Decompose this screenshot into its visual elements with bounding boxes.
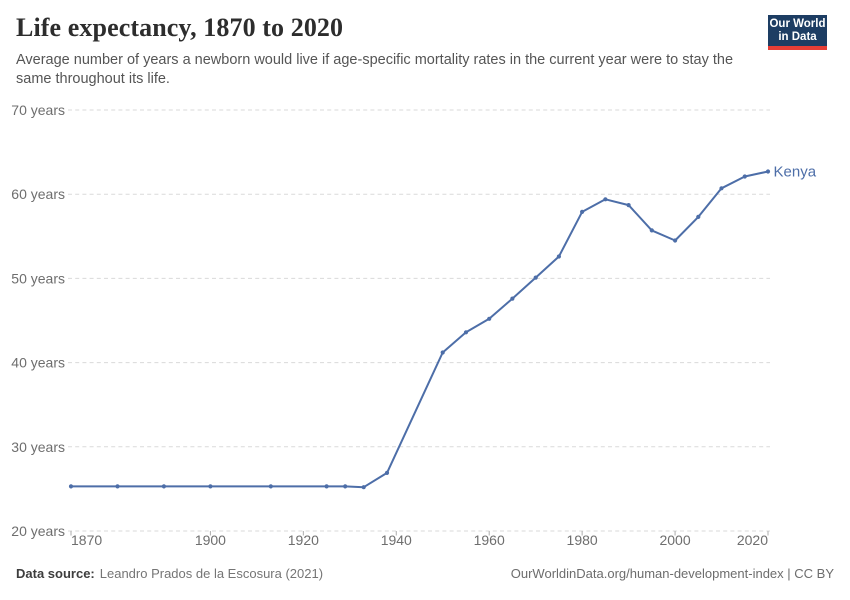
series-label-kenya: Kenya [774,163,817,180]
y-axis-tick-label: 70 years [11,102,65,118]
y-axis-tick-label: 20 years [11,523,65,539]
x-axis-tick-label: 2020 [737,532,768,548]
data-point-marker[interactable] [673,238,678,243]
trend-line-kenya[interactable] [70,170,769,489]
x-axis-tick-label: 1900 [195,532,226,548]
attribution-text: OurWorldinData.org/human-development-ind… [510,566,834,581]
chart-footer: Data source: Leandro Prados de la Escosur… [16,566,834,582]
data-point-marker[interactable] [603,197,608,202]
x-axis-tick-label: 1980 [567,532,598,548]
data-point-marker[interactable] [268,484,273,489]
data-point-marker[interactable] [161,484,166,489]
data-point-marker[interactable] [649,228,654,233]
data-source: Data source: Leandro Prados de la Escosur… [16,566,323,582]
data-point-marker[interactable] [626,203,631,208]
owid-logo: Our World in Data [768,15,827,50]
chart-subtitle: Average number of years a newborn would … [16,52,734,87]
data-source-value: Leandro Prados de la Escosura (2021) [99,566,324,581]
data-point-marker[interactable] [696,214,701,219]
data-point-marker[interactable] [765,169,771,174]
y-axis-tick-label: 30 years [11,439,65,455]
data-point-marker[interactable] [208,484,213,489]
chart-canvas: 20 years 30 years 40 years 50 years 60 years… [11,102,817,548]
data-point-marker[interactable] [742,174,747,179]
data-point-marker[interactable] [115,484,120,489]
data-point-marker[interactable] [510,296,515,301]
x-axis-tick-label: 2000 [659,532,690,548]
x-axis-tick-label: 1960 [474,532,505,548]
data-point-marker[interactable] [384,470,390,475]
x-axis-tick-label: 1920 [288,532,319,548]
data-point-marker[interactable] [533,275,538,280]
data-point-marker[interactable] [719,186,724,191]
page-title: Life expectancy, 1870 to 2020 [16,13,344,42]
x-axis-tick-label: 1940 [381,532,412,548]
data-point-marker[interactable] [324,484,329,489]
data-point-marker[interactable] [361,485,366,490]
data-point-marker[interactable] [580,209,585,214]
data-point-marker[interactable] [487,316,492,321]
data-point-marker[interactable] [463,330,469,335]
y-axis-tick-label: 60 years [11,186,65,202]
y-axis-tick-label: 40 years [11,355,65,371]
data-point-marker[interactable] [440,350,445,355]
logo-line-2: in Data [778,30,817,43]
data-point-marker[interactable] [343,484,348,489]
data-source-label: Data source: [16,566,95,581]
y-axis-tick-label: 50 years [11,270,65,286]
logo-line-1: Our World [769,17,826,30]
data-point-marker[interactable] [68,484,74,489]
data-point-marker[interactable] [556,254,562,259]
x-axis-tick-label: 1870 [71,532,102,548]
